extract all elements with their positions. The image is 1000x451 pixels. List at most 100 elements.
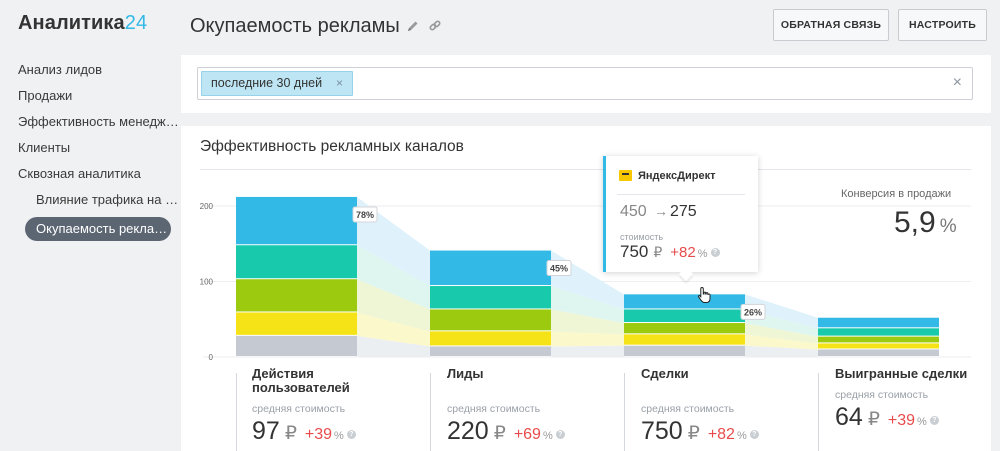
bar-segment xyxy=(430,286,551,309)
tooltip-cost-label: стоимость xyxy=(620,232,664,242)
tooltip-change: +82 xyxy=(670,244,696,261)
bar-segment xyxy=(430,331,551,346)
bar-segment xyxy=(430,250,551,286)
stage-values: 64 ₽ +39%? xyxy=(835,403,995,432)
help-icon[interactable]: ? xyxy=(346,430,356,440)
bar-segment xyxy=(624,334,745,345)
funnel-flow-band xyxy=(357,335,430,357)
sidebar-item-end-to-end[interactable]: Сквозная аналитика xyxy=(18,166,141,181)
percent-sign: % xyxy=(736,430,747,442)
conversion-label: Конверсия в продажи xyxy=(841,188,952,200)
sidebar-item-managers[interactable]: Эффективность менеджеров xyxy=(18,114,181,129)
conversion-label: 78% xyxy=(356,210,374,220)
percent-sign: % xyxy=(334,430,344,442)
bar-segment xyxy=(818,328,939,336)
app-logo[interactable]: Аналитика24 xyxy=(18,12,148,34)
stage-deals: Сделки средняя стоимость 750 ₽ +82%? xyxy=(641,367,801,446)
help-icon[interactable]: ? xyxy=(929,416,939,426)
filter-input[interactable]: последние 30 дней × × xyxy=(197,67,973,100)
funnel-flow-band xyxy=(551,309,624,335)
funnel-chart: 200 100 0 78% 45% 26% xyxy=(200,196,971,362)
sidebar-item-clients[interactable]: Клиенты xyxy=(18,140,71,155)
channel-tooltip: ЯндексДирект 450 → 275 стоимость 750 ₽ +82… xyxy=(603,156,758,282)
stage-cost: 750 xyxy=(641,417,683,445)
funnel-flow-band xyxy=(745,294,818,329)
stage-cost: 97 xyxy=(252,417,280,445)
stage-name: Сделки xyxy=(641,366,689,381)
clear-filter-icon[interactable]: × xyxy=(952,74,962,91)
funnel-flow-band xyxy=(745,345,818,357)
conversion-label-box xyxy=(352,206,378,223)
funnel-flow-band xyxy=(357,245,430,310)
filter-panel: последние 30 дней × × xyxy=(181,55,991,113)
stage-cost-label: средняя стоимость xyxy=(641,403,735,415)
bar-segment xyxy=(236,245,357,279)
conversion-value: 5,9% xyxy=(894,206,957,239)
funnel-flow-band xyxy=(745,323,818,344)
help-icon[interactable]: ? xyxy=(749,430,759,440)
sidebar-item-sales[interactable]: Продажи xyxy=(18,88,73,103)
hand-cursor-icon xyxy=(697,286,711,303)
chip-remove-icon[interactable]: × xyxy=(336,76,344,90)
stage-divider xyxy=(818,373,819,451)
stage-cost: 220 xyxy=(447,417,489,445)
conversion-label-box xyxy=(546,260,572,277)
tooltip-values: 750 ₽ +82%? xyxy=(620,242,720,262)
sidebar-item-leads[interactable]: Анализ лидов xyxy=(18,62,103,77)
stage-divider xyxy=(430,373,431,451)
help-icon[interactable]: ? xyxy=(555,430,565,440)
ruble-sign: ₽ xyxy=(867,409,880,430)
date-range-chip[interactable]: последние 30 дней × xyxy=(201,71,354,96)
stage-cost-label: средняя стоимость xyxy=(252,403,346,415)
date-range-chip-label: последние 30 дней xyxy=(211,76,323,90)
conversion-label-box xyxy=(740,303,766,320)
tooltip-divider xyxy=(617,194,745,195)
bar-segment xyxy=(430,309,551,331)
bar-segment xyxy=(624,294,745,309)
ruble-sign: ₽ xyxy=(493,423,506,444)
funnel-flow-band xyxy=(551,331,624,347)
sidebar-subitem-roi-active[interactable]: Окупаемость рекламы xyxy=(25,217,171,241)
main-area: Окупаемость рекламы ОБРАТНАЯ СВЯЗЬ НАСТР… xyxy=(181,0,1000,451)
funnel-flow-band xyxy=(551,286,624,324)
stage-name: Действия пользователей xyxy=(252,366,350,395)
stage-name: Лиды xyxy=(447,366,484,381)
bar-segment xyxy=(624,345,745,356)
stage-cost-label: средняя стоимость xyxy=(835,389,929,401)
stage-change: +39 xyxy=(887,412,916,429)
ruble-sign: ₽ xyxy=(653,244,663,260)
stage-values: 750 ₽ +82%? xyxy=(641,417,801,446)
bar-segment xyxy=(818,336,939,343)
feedback-button[interactable]: ОБРАТНАЯ СВЯЗЬ xyxy=(773,9,889,41)
funnel-flow-band xyxy=(357,312,430,347)
page-title: Окупаемость рекламы xyxy=(190,15,400,37)
stage-change: +69 xyxy=(513,426,541,443)
edit-pencil-icon[interactable] xyxy=(406,19,420,33)
percent-sign: % xyxy=(697,248,708,260)
sidebar: Аналитика24 Анализ лидов Продажи Эффекти… xyxy=(0,0,181,451)
y-tick-label: 0 xyxy=(209,353,214,362)
bar-segment xyxy=(818,343,939,349)
link-icon[interactable] xyxy=(428,19,442,33)
tooltip-to: 275 xyxy=(670,203,697,220)
bar-segment xyxy=(236,196,357,245)
channel-efficiency-card: Эффективность рекламных каналов 200 100 0 7… xyxy=(181,126,991,451)
stage-leads: Лиды средняя стоимость 220 ₽ +69%? xyxy=(447,367,607,446)
bar-segment xyxy=(624,323,745,334)
sidebar-subitem-traffic[interactable]: Влияние трафика на продажи xyxy=(36,192,181,207)
title-actions xyxy=(406,19,442,33)
funnel-flow-band xyxy=(551,345,624,357)
tooltip-from: 450 xyxy=(620,203,647,220)
y-tick-label: 100 xyxy=(200,278,214,287)
conversion-label: 26% xyxy=(744,307,762,317)
card-title: Эффективность рекламных каналов xyxy=(200,138,464,155)
stage-values: 97 ₽ +39%? xyxy=(252,417,412,446)
help-icon[interactable]: ? xyxy=(710,248,720,258)
ruble-sign: ₽ xyxy=(687,423,700,444)
settings-button[interactable]: НАСТРОИТЬ xyxy=(898,9,987,41)
bar-segment xyxy=(818,317,939,328)
stage-values: 220 ₽ +69%? xyxy=(447,417,607,446)
stage-name: Выигранные сделки xyxy=(835,366,968,381)
stage-cost: 64 xyxy=(835,403,863,431)
yandex-direct-icon xyxy=(619,170,632,181)
